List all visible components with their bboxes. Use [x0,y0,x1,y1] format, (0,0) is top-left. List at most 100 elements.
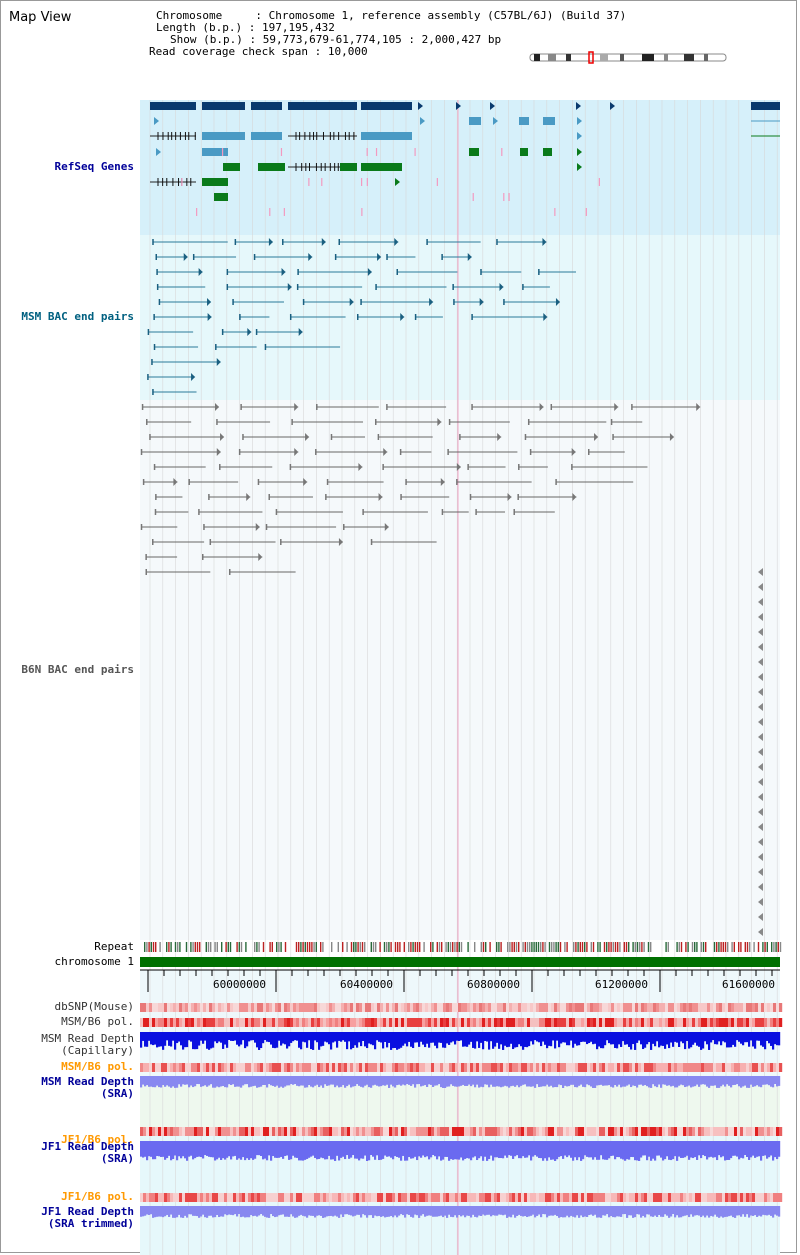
label-msm-depth-capillary-2: (Capillary) [61,1044,134,1057]
gene-exon [519,117,529,125]
b6n-end-marker [758,868,763,876]
coverage-value: 10,000 [327,45,368,58]
gene-exon [202,132,245,140]
b6n-end-marker [758,853,763,861]
label-jf1-b6-pol[interactable]: JF1/B6 pol. [61,1133,134,1146]
b6n-end-marker [758,838,763,846]
gene-exon [223,163,240,171]
gene-exon [251,132,282,140]
b6n-end-marker [758,613,763,621]
gene-arrow [154,117,159,125]
gene-arrow [420,117,425,125]
msm-bac-track[interactable] [147,238,576,395]
gene-arrow [418,102,423,110]
gene-exon [543,148,552,156]
gene-exon [520,148,528,156]
label-msm-b6-pol[interactable]: MSM/B6 pol. [61,1015,134,1028]
label-jf1-depth-trimmed-2: (SRA trimmed) [47,1217,134,1230]
show-value: 59,773,679-61,774,105 : 2,000,427 bp [262,33,502,46]
gene-exon [361,132,412,140]
gene-exon [469,117,481,125]
show-key: Show (b.p.) [170,33,243,46]
label-jf1-b6-pol-2[interactable]: JF1/B6 pol. [61,1190,134,1203]
b6n-end-marker [758,703,763,711]
b6n-bac-track[interactable] [140,403,763,936]
msm-bac-track-bg [140,235,780,400]
b6n-end-marker [758,778,763,786]
length-key: Length (b.p.) [156,21,243,34]
gene-exon [214,193,228,201]
vertical-gridlines [149,100,778,1255]
axis-tick-label: 61200000 [595,978,648,991]
b6n-end-marker [758,643,763,651]
b6n-end-marker [758,928,763,936]
length-value: 197,195,432 [261,21,335,34]
msm-sra-bg [140,1085,780,1130]
chromosome-value: Chromosome 1, reference assembly (C57BL/… [268,9,627,22]
b6n-end-marker [758,913,763,921]
gene-arrow [577,117,582,125]
label-msm-b6-pol-2[interactable]: MSM/B6 pol. [61,1060,134,1073]
label-refseq[interactable]: RefSeq Genes [54,160,134,173]
map-view-title: Map View [9,10,72,25]
b6n-end-marker [758,883,763,891]
b6n-end-marker [758,733,763,741]
b6n-end-marker [758,598,763,606]
chromosome-ideogram[interactable] [529,51,727,64]
b6n-end-marker [758,763,763,771]
b6n-end-marker [758,688,763,696]
b6n-end-marker [758,748,763,756]
b6n-end-marker [758,568,763,576]
b6n-end-marker [758,823,763,831]
gene-arrow [610,102,615,110]
ideogram-current-region [588,51,594,64]
coordinate-axis: 60000000 60400000 60800000 61200000 61600000 [140,969,780,992]
b6n-end-marker [758,583,763,591]
info-block: Chromosome : Chromosome 1, reference ass… [149,9,627,58]
repeat-track[interactable] [144,942,782,952]
gene-arrow [577,148,582,156]
gene-exon [258,163,285,171]
refseq-genes-track[interactable] [150,102,780,216]
b6n-end-marker [758,793,763,801]
chromosome-bar [140,957,780,967]
gene-exon [202,102,245,110]
label-msm-bac[interactable]: MSM BAC end pairs [21,310,134,323]
b6n-end-marker [758,673,763,681]
gene-arrow [456,102,461,110]
label-msm-depth-sra-1[interactable]: MSM Read Depth [41,1075,134,1088]
gene-exon [543,117,555,125]
label-b6n-bac[interactable]: B6N BAC end pairs [21,663,134,676]
b6n-end-marker [758,628,763,636]
gene-arrow [576,102,581,110]
b6n-end-marker [758,718,763,726]
label-jf1-depth-sra-1[interactable]: JF1 Read Depth [41,1140,134,1153]
refseq-track-bg [140,100,780,235]
gene-exon [202,178,228,186]
heatmap-tracks[interactable] [140,1003,783,1218]
gene-arrow [395,178,400,186]
gene-exon [288,102,357,110]
axis-tick-label: 60400000 [340,978,393,991]
axis-tick-label: 60800000 [467,978,520,991]
chromosome-key: Chromosome [156,9,223,22]
gene-exon [361,102,412,110]
label-jf1-depth-trimmed-1[interactable]: JF1 Read Depth [41,1205,134,1218]
gene-arrow [577,132,582,140]
gene-arrow [156,148,161,156]
gene-arrow [490,102,495,110]
b6n-end-marker [758,898,763,906]
gene-exon [469,148,479,156]
gene-exon [340,163,357,171]
axis-tick-label: 60000000 [213,978,266,991]
gene-exon [751,102,780,110]
gene-exon [150,102,196,110]
label-jf1-depth-sra-2: (SRA) [100,1152,134,1165]
label-dbsnp[interactable]: dbSNP(Mouse) [54,1000,134,1013]
gene-exon [202,148,228,156]
label-chromosome: chromosome 1 [54,955,134,968]
label-msm-depth-capillary-1[interactable]: MSM Read Depth [41,1032,134,1045]
label-repeat[interactable]: Repeat [94,940,134,953]
axis-tick-label: 61600000 [722,978,775,991]
